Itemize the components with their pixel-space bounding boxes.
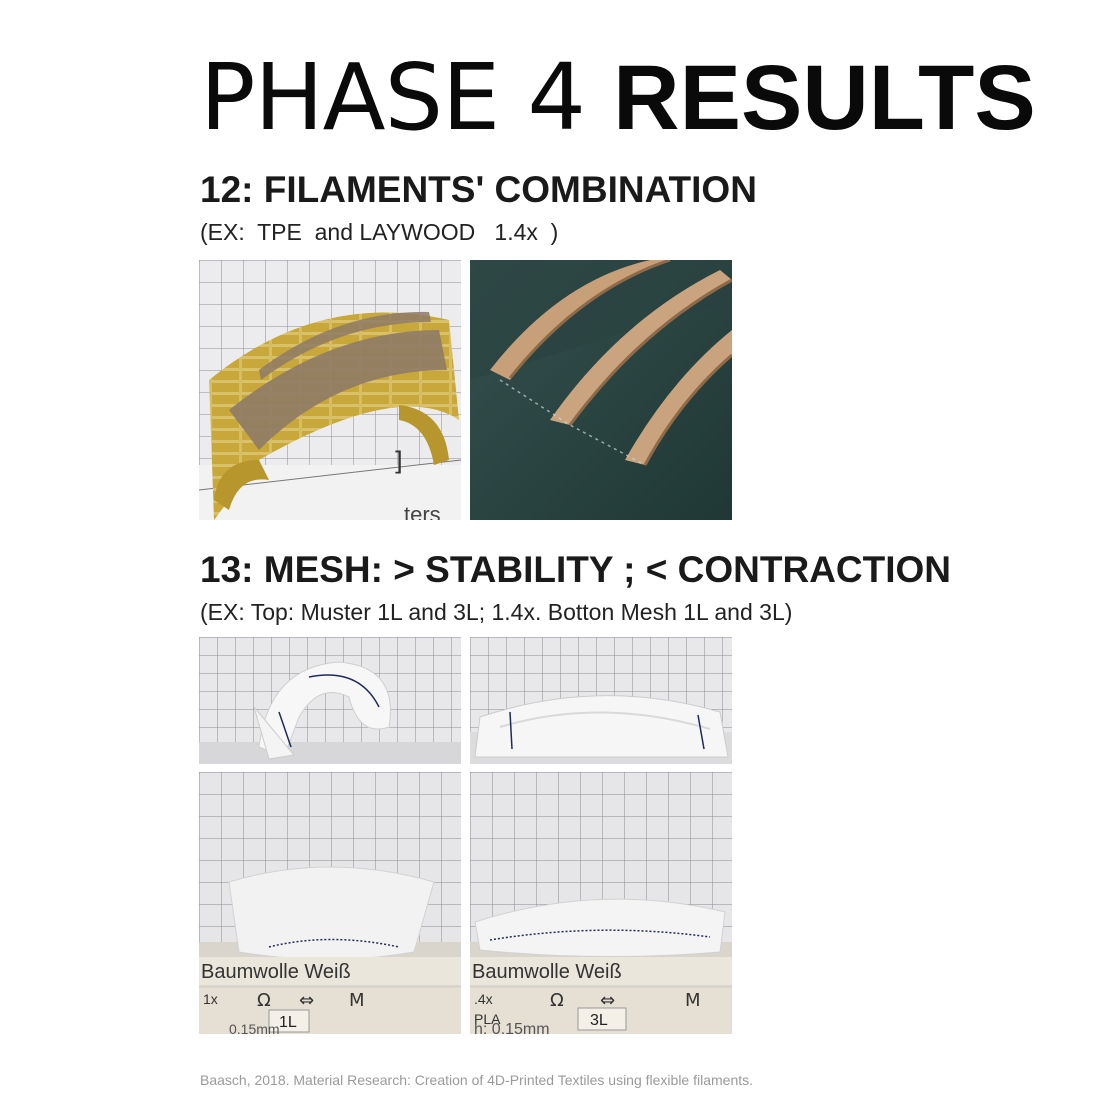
svg-text:Ω: Ω xyxy=(550,990,564,1011)
photo-label-14x: .4x xyxy=(474,991,493,1007)
photo-mesh-1l-curl xyxy=(199,637,461,764)
section-13-heading: 13: MESH: > STABILITY ; < CONTRACTION xyxy=(200,549,952,590)
citation: Baasch, 2018. Material Research: Creatio… xyxy=(200,1072,754,1088)
svg-text:]: ] xyxy=(391,447,407,477)
section-13-subheading: (EX: Top: Muster 1L and 3L; 1.4x. Botton… xyxy=(200,599,793,625)
svg-text:⇔: ⇔ xyxy=(600,990,615,1011)
svg-text:M: M xyxy=(685,990,701,1011)
photo-tpe-laywood-arch: ] ters xyxy=(199,260,461,520)
photo-label-baumwolle-b: Baumwolle Weiß xyxy=(472,961,622,983)
photo-label-015-left: 0,15mm xyxy=(229,1021,280,1034)
svg-text:ters: ters xyxy=(404,502,441,520)
svg-text:Ω: Ω xyxy=(257,990,271,1011)
section-12-subheading: (EX: TPE and LAYWOOD 1.4x ) xyxy=(200,219,559,245)
photo-label-pla: PLA xyxy=(474,1011,501,1027)
page-title-bold: RESULTS xyxy=(613,47,1036,149)
page-title-light: PHASE 4 xyxy=(200,44,614,151)
photo-mesh-bottom-3l: Baumwolle Weiß .4x Ω ⇔ M PLA 3L h: 0,15m… xyxy=(470,772,732,1034)
photo-label-baumwolle-a: Baumwolle Weiß xyxy=(201,961,351,983)
photo-label-015: h: 0,15mm xyxy=(474,1021,550,1034)
photo-label-1l: 1L xyxy=(279,1014,297,1031)
photo-label-3l: 3L xyxy=(590,1012,608,1029)
photo-label-1x: 1x xyxy=(203,991,218,1007)
svg-text:M: M xyxy=(349,990,365,1011)
photo-mesh-bottom-1l: Baumwolle Weiß 1x Ω ⇔ M 1L 0,15mm xyxy=(199,772,461,1034)
svg-text:⇔: ⇔ xyxy=(299,990,314,1011)
section-12-heading: 12: FILAMENTS' COMBINATION xyxy=(200,169,757,210)
photo-mesh-3l-flat xyxy=(470,637,732,764)
photo-wood-strips-on-knit xyxy=(470,260,732,520)
page-title: PHASE 4 RESULTS xyxy=(200,52,1036,145)
